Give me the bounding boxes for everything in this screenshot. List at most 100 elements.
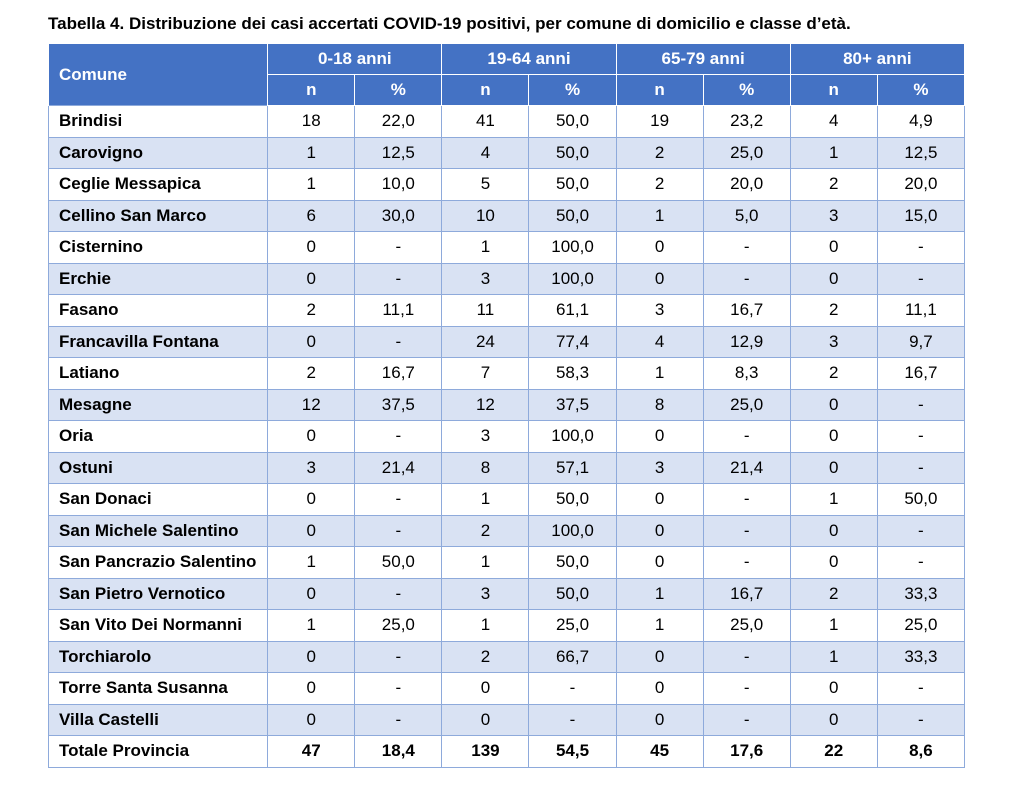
sub-header-n: n (441, 74, 530, 106)
table-cell: 21,4 (702, 451, 791, 484)
table-cell: 19 (615, 105, 704, 138)
table-cell: 3 (441, 420, 530, 453)
table-row: Brindisi 18 22,0 41 50,0 19 23,2 4 4,9 (47, 105, 966, 138)
table-cell: 0 (267, 231, 356, 264)
comune-name: San Vito Dei Normanni (47, 609, 269, 642)
table-cell: - (702, 672, 791, 705)
table-cell: 100,0 (528, 514, 617, 547)
table-cell: 3 (789, 199, 878, 232)
table-cell: 23,2 (702, 105, 791, 138)
table-cell: 10,0 (354, 168, 443, 201)
table-cell: 0 (267, 514, 356, 547)
table-cell: 0 (267, 577, 356, 610)
column-header-comune: Comune (47, 43, 269, 106)
table-cell: 20,0 (876, 168, 966, 201)
table-row: San Vito Dei Normanni 1 25,0 1 25,0 1 25,0 1 25,… (47, 609, 966, 642)
sub-header-percent: % (702, 74, 791, 106)
table-row: Carovigno 1 12,5 4 50,0 2 25,0 1 12,5 (47, 136, 966, 169)
table-cell: 37,5 (354, 388, 443, 421)
table-cell: 25,0 (354, 609, 443, 642)
table-cell: 30,0 (354, 199, 443, 232)
table-cell: 0 (267, 672, 356, 705)
table-cell: 54,5 (528, 735, 617, 768)
table-cell: 24 (441, 325, 530, 358)
table-cell: 12 (441, 388, 530, 421)
table-row: San Donaci 0-1 50,0 0-1 50,0 (47, 483, 966, 516)
comune-name: Fasano (47, 294, 269, 327)
table-cell: 50,0 (528, 199, 617, 232)
table-cell: - (354, 420, 443, 453)
sub-header-n: n (789, 74, 878, 106)
table-cell: 1 (267, 609, 356, 642)
table-cell: 3 (441, 577, 530, 610)
table-cell: 3 (441, 262, 530, 295)
sub-header-percent: % (876, 74, 966, 106)
table-cell: - (702, 483, 791, 516)
table-cell: 0 (615, 231, 704, 264)
group-header-80-plus: 80+ anni (789, 43, 966, 75)
table-cell: 3 (267, 451, 356, 484)
table-cell: 100,0 (528, 231, 617, 264)
comune-name: Cellino San Marco (47, 199, 269, 232)
table-cell: 0 (789, 514, 878, 547)
table-cell: 20,0 (702, 168, 791, 201)
table-cell: - (354, 262, 443, 295)
table-cell: 61,1 (528, 294, 617, 327)
comune-name: Latiano (47, 357, 269, 390)
table-row: Oria 0-3 100,0 0-0- (47, 420, 966, 453)
table-row: Latiano 2 16,7 7 58,3 1 8,3 2 16,7 (47, 357, 966, 390)
table-cell: - (876, 420, 966, 453)
table-cell: 10 (441, 199, 530, 232)
table-cell: 22 (789, 735, 878, 768)
table-cell: 3 (615, 451, 704, 484)
table-cell: - (876, 672, 966, 705)
comune-name: San Pancrazio Salentino (47, 546, 269, 579)
table-cell: 50,0 (528, 577, 617, 610)
table-cell: - (528, 672, 617, 705)
table-cell: 2 (441, 514, 530, 547)
comune-name: Francavilla Fontana (47, 325, 269, 358)
table-cell: 33,3 (876, 640, 966, 673)
comune-name: Ceglie Messapica (47, 168, 269, 201)
table-cell: 100,0 (528, 262, 617, 295)
comune-name: Oria (47, 420, 269, 453)
sub-header-percent: % (528, 74, 617, 106)
table-cell: 11 (441, 294, 530, 327)
table-cell: 33,3 (876, 577, 966, 610)
table-cell: - (702, 514, 791, 547)
table-cell: - (354, 703, 443, 736)
table-cell: 0 (789, 231, 878, 264)
table-cell: - (354, 640, 443, 673)
table-cell: 8 (441, 451, 530, 484)
sub-header-n: n (615, 74, 704, 106)
comune-name: Carovigno (47, 136, 269, 169)
table-cell: 58,3 (528, 357, 617, 390)
table-cell: - (876, 451, 966, 484)
table-cell: 50,0 (528, 168, 617, 201)
table-cell: 4 (789, 105, 878, 138)
table-cell: 12,5 (876, 136, 966, 169)
table-cell: 22,0 (354, 105, 443, 138)
table-cell: 50,0 (354, 546, 443, 579)
table-cell: 1 (789, 136, 878, 169)
table-cell: 2 (789, 577, 878, 610)
table-cell: 25,0 (702, 136, 791, 169)
table-cell: 0 (789, 388, 878, 421)
table-cell: 0 (267, 703, 356, 736)
table-cell: 1 (789, 483, 878, 516)
table-cell: 0 (789, 262, 878, 295)
table-cell: 25,0 (702, 388, 791, 421)
table-cell: 12,5 (354, 136, 443, 169)
table-cell: 18 (267, 105, 356, 138)
table-cell: - (702, 640, 791, 673)
table-cell: 21,4 (354, 451, 443, 484)
table-cell: 0 (789, 420, 878, 453)
table-cell: 0 (615, 514, 704, 547)
table-cell: 1 (615, 199, 704, 232)
comune-name: Torre Santa Susanna (47, 672, 269, 705)
comune-name: San Michele Salentino (47, 514, 269, 547)
table-row: Villa Castelli 0-0-0-0- (47, 703, 966, 736)
comune-name: San Donaci (47, 483, 269, 516)
table-cell: 2 (441, 640, 530, 673)
table-cell: 2 (789, 294, 878, 327)
